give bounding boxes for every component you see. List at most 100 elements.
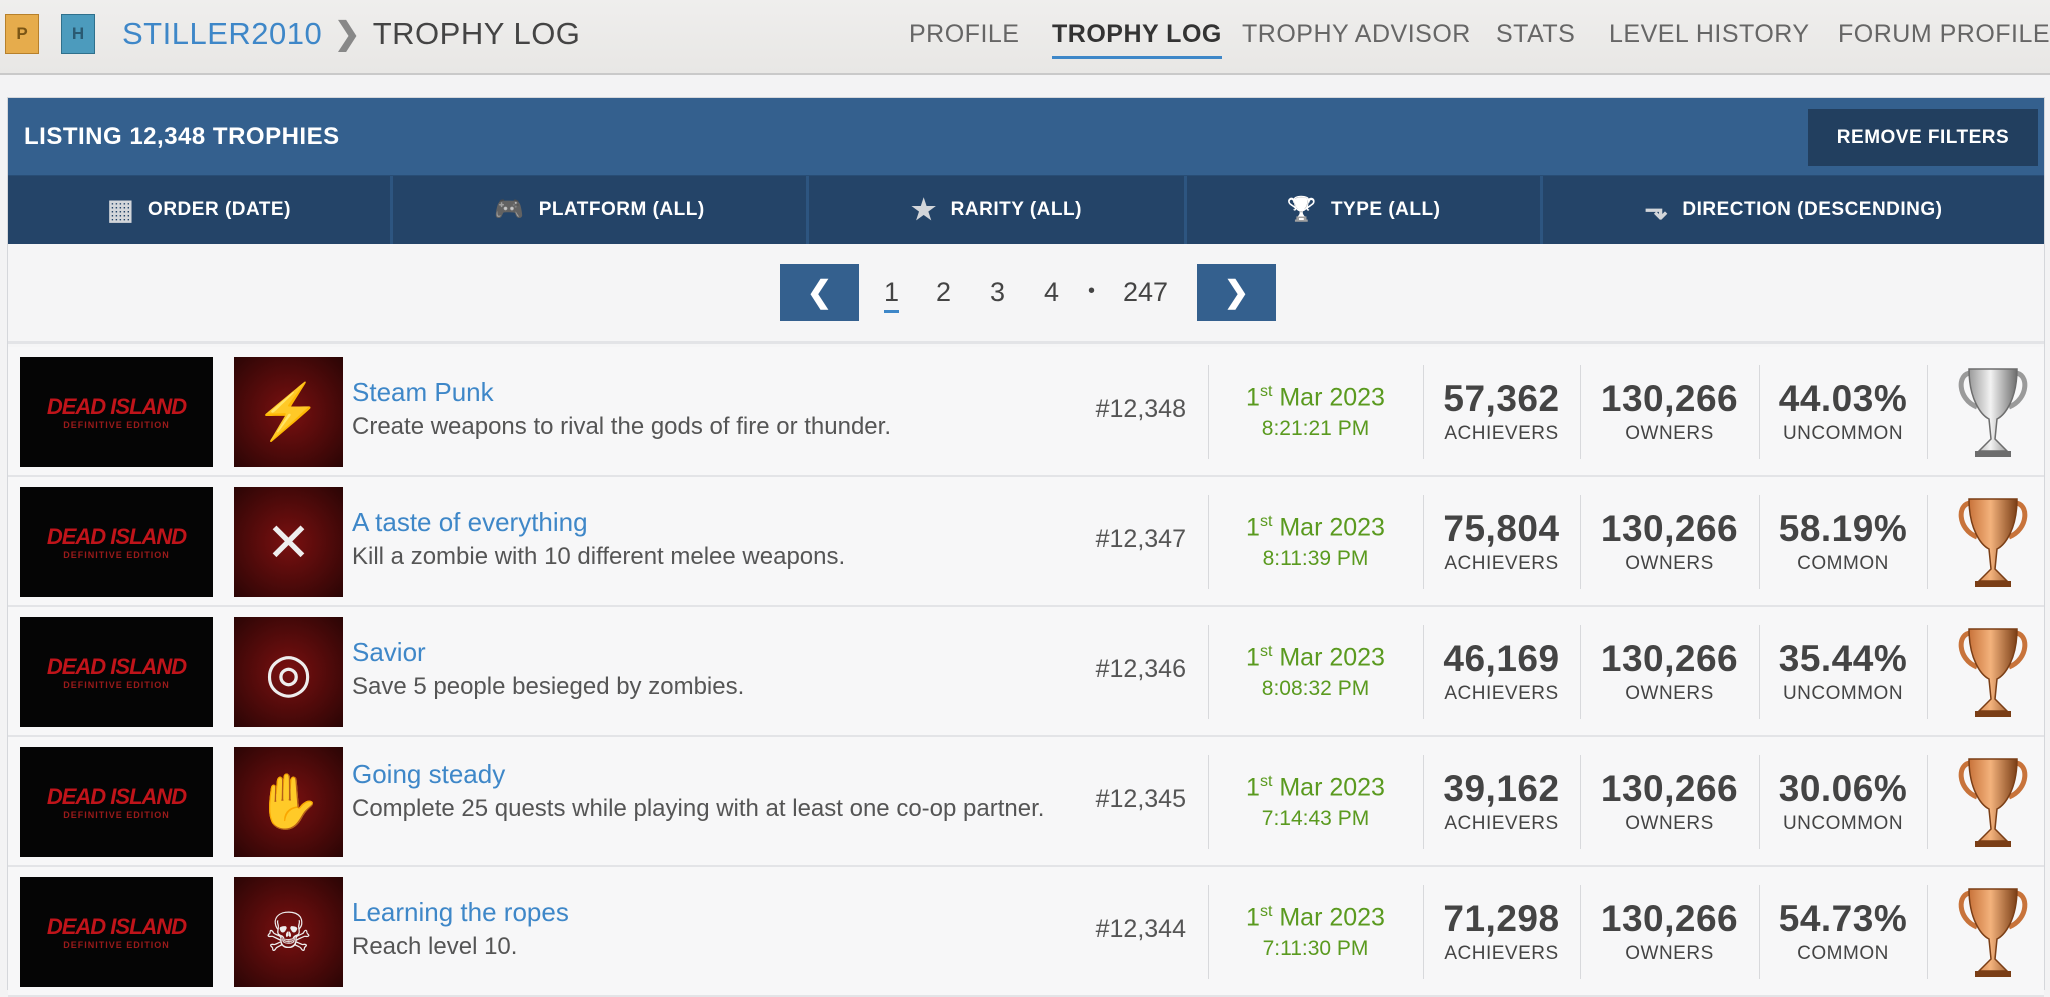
- game-logo-subtitle: DEFINITIVE EDITION: [63, 680, 170, 690]
- divider: [1759, 625, 1760, 719]
- trophy-title-link[interactable]: A taste of everything: [352, 507, 588, 537]
- page-ellipsis: •: [1088, 280, 1096, 302]
- next-page-button[interactable]: ❯: [1197, 264, 1276, 321]
- hidden-badge[interactable]: H: [61, 14, 95, 54]
- date-suffix: st: [1259, 383, 1273, 401]
- nav-trophy-log[interactable]: TROPHY LOG: [1052, 20, 1222, 59]
- trophy-image[interactable]: ◎: [234, 617, 343, 727]
- trophy-icon: 🏆: [1286, 196, 1317, 223]
- nav-stats[interactable]: STATS: [1496, 20, 1576, 48]
- nav-trophy-advisor[interactable]: TROPHY ADVISOR: [1242, 20, 1471, 48]
- game-logo-subtitle: DEFINITIVE EDITION: [63, 420, 170, 430]
- chevron-right-icon: ❯: [334, 16, 361, 51]
- trophy-title-link[interactable]: Going steady: [352, 759, 506, 789]
- date-month-year: Mar 2023: [1279, 383, 1385, 412]
- game-logo-text: DEAD ISLAND: [46, 524, 187, 549]
- trophy-image[interactable]: ✋: [234, 747, 343, 857]
- game-image[interactable]: DEAD ISLAND DEFINITIVE EDITION: [20, 487, 213, 597]
- page-1[interactable]: 1: [884, 277, 900, 313]
- listing-header: LISTING 12,348 TROPHIES REMOVE FILTERS: [8, 98, 2044, 176]
- game-image[interactable]: DEAD ISLAND DEFINITIVE EDITION: [20, 877, 213, 987]
- filter-direction[interactable]: ⬎ DIRECTION (DESCENDING): [1543, 176, 2044, 244]
- trophy-image[interactable]: ☠: [234, 877, 343, 987]
- username-link[interactable]: STILLER2010: [122, 16, 323, 51]
- bronze-trophy-icon: [1958, 628, 2028, 717]
- game-image[interactable]: DEAD ISLAND DEFINITIVE EDITION: [20, 747, 213, 857]
- rarity-stat: 35.44% UNCOMMON: [1759, 607, 1927, 737]
- trophy-title-link[interactable]: Steam Punk: [352, 377, 494, 407]
- earned-date: 1st Mar 2023 8:11:39 PM: [1208, 477, 1423, 607]
- trophy-image[interactable]: ⚡: [234, 357, 343, 467]
- nav-level-history[interactable]: LEVEL HISTORY: [1609, 20, 1810, 48]
- platinum-badge[interactable]: P: [5, 14, 39, 54]
- game-image[interactable]: DEAD ISLAND DEFINITIVE EDITION: [20, 357, 213, 467]
- achievers-count: 71,298: [1443, 898, 1560, 939]
- earned-time: 7:11:30 PM: [1262, 936, 1369, 960]
- prev-page-button[interactable]: ❮: [780, 264, 859, 321]
- divider: [1423, 495, 1424, 589]
- filter-order[interactable]: ▦ ORDER (DATE): [8, 176, 393, 244]
- pagination: ❮ 1 2 3 4 • 247 ❯: [8, 244, 2044, 344]
- owners-count: 130,266: [1600, 378, 1739, 419]
- page-title: TROPHY LOG: [372, 16, 581, 51]
- page-2[interactable]: 2: [936, 277, 952, 307]
- trophy-rank: #12,344: [1095, 915, 1186, 943]
- trophy-description: Complete 25 quests while playing with at…: [352, 795, 1045, 822]
- owners-stat: 130,266 OWNERS: [1580, 867, 1759, 997]
- date-suffix: st: [1259, 643, 1273, 661]
- date-day: 1: [1246, 903, 1260, 932]
- gamepad-icon: 🎮: [494, 196, 525, 223]
- filter-label: DIRECTION (DESCENDING): [1682, 199, 1943, 220]
- trophy-title-link[interactable]: Savior: [352, 637, 426, 667]
- trophy-row[interactable]: DEAD ISLAND DEFINITIVE EDITION ✋ Going st…: [8, 737, 2044, 867]
- page-4[interactable]: 4: [1044, 277, 1060, 307]
- date-day: 1: [1246, 513, 1260, 542]
- divider: [1208, 755, 1209, 849]
- owners-stat: 130,266 OWNERS: [1580, 737, 1759, 867]
- trophy-image[interactable]: ✕: [234, 487, 343, 597]
- trophy-row[interactable]: DEAD ISLAND DEFINITIVE EDITION ◎ Savior S…: [8, 607, 2044, 737]
- earned-time: 7:14:43 PM: [1261, 806, 1370, 830]
- trophy-list-panel: LISTING 12,348 TROPHIES REMOVE FILTERS ▦…: [7, 97, 2045, 997]
- achievers-count: 39,162: [1443, 768, 1560, 809]
- game-image[interactable]: DEAD ISLAND DEFINITIVE EDITION: [20, 617, 213, 727]
- date-suffix: st: [1259, 773, 1273, 791]
- filter-type[interactable]: 🏆 TYPE (ALL): [1187, 176, 1543, 244]
- rarity-percent: 30.06%: [1778, 768, 1908, 809]
- earned-time: 8:11:39 PM: [1262, 546, 1369, 570]
- filter-platform[interactable]: 🎮 PLATFORM (ALL): [393, 176, 809, 244]
- earned-time: 8:21:21 PM: [1261, 416, 1370, 440]
- filter-rarity[interactable]: ★ RARITY (ALL): [809, 176, 1187, 244]
- divider: [1423, 365, 1424, 459]
- trophy-row[interactable]: DEAD ISLAND DEFINITIVE EDITION ✕ A taste …: [8, 477, 2044, 607]
- earned-date: 1st Mar 2023 8:21:21 PM: [1208, 347, 1423, 477]
- trophy-rank: #12,347: [1095, 525, 1186, 553]
- rarity-label: UNCOMMON: [1782, 683, 1904, 704]
- filter-label: RARITY (ALL): [950, 199, 1082, 220]
- divider: [1580, 885, 1581, 979]
- filter-label: TYPE (ALL): [1330, 199, 1441, 220]
- page-last[interactable]: 247: [1123, 277, 1169, 307]
- date-day: 1: [1246, 773, 1260, 802]
- owners-count: 130,266: [1600, 768, 1739, 809]
- nav-forum-profile[interactable]: FORUM PROFILE: [1838, 20, 2050, 48]
- game-logo-subtitle: DEFINITIVE EDITION: [63, 810, 170, 820]
- earned-date: 1st Mar 2023 8:08:32 PM: [1208, 607, 1423, 737]
- earned-time: 8:08:32 PM: [1261, 676, 1370, 700]
- trophy-row[interactable]: DEAD ISLAND DEFINITIVE EDITION ☠ Learning…: [8, 867, 2044, 997]
- divider: [1208, 495, 1209, 589]
- page-3[interactable]: 3: [990, 277, 1006, 307]
- trophy-row[interactable]: DEAD ISLAND DEFINITIVE EDITION ⚡ Steam Pu…: [8, 347, 2044, 477]
- trophy-description: Save 5 people besieged by zombies.: [352, 673, 745, 700]
- nav-profile[interactable]: PROFILE: [909, 20, 1020, 48]
- grid-icon: ▦: [107, 194, 135, 225]
- date-month-year: Mar 2023: [1279, 643, 1385, 672]
- owners-stat: 130,266 OWNERS: [1580, 477, 1759, 607]
- game-logo-text: DEAD ISLAND: [46, 394, 187, 419]
- remove-filters-button[interactable]: REMOVE FILTERS: [1808, 109, 2038, 166]
- rarity-stat: 54.73% COMMON: [1759, 867, 1927, 997]
- date-suffix: st: [1259, 903, 1273, 921]
- divider: [1759, 495, 1760, 589]
- trophy-title-link[interactable]: Learning the ropes: [352, 897, 569, 927]
- owners-count: 130,266: [1600, 508, 1739, 549]
